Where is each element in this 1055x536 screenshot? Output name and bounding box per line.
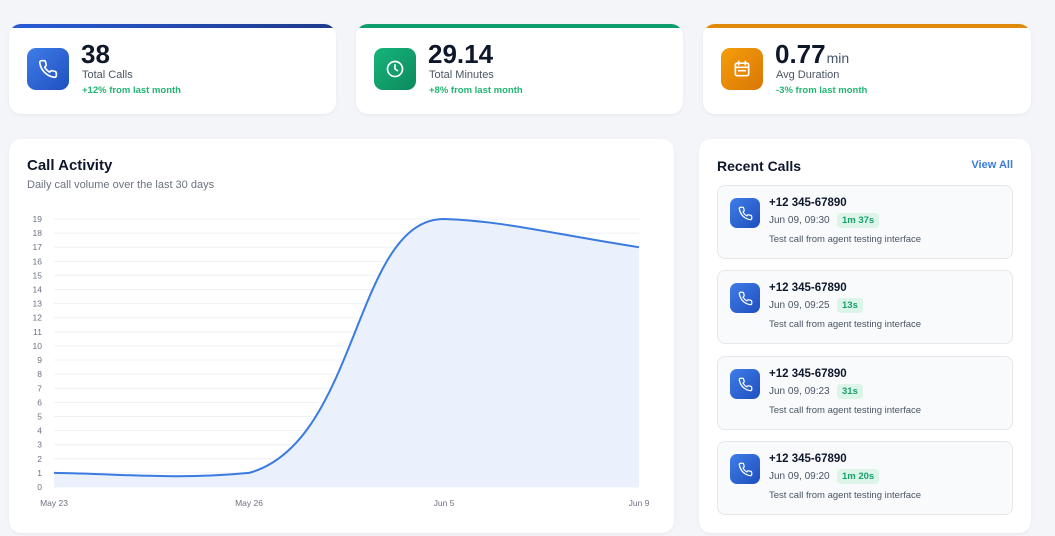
x-tick-label: Jun 5 xyxy=(434,498,455,508)
phone-icon xyxy=(27,48,69,90)
call-number: +12 345-67890 xyxy=(769,453,847,465)
call-number: +12 345-67890 xyxy=(769,197,847,209)
stat-value: 38 xyxy=(81,39,110,69)
card-accent-bar xyxy=(356,24,683,28)
stat-label: Avg Duration xyxy=(776,69,840,81)
stat-label: Total Minutes xyxy=(429,69,494,81)
call-duration-badge: 31s xyxy=(837,384,863,399)
y-tick-label: 10 xyxy=(33,341,43,351)
chart-title: Call Activity xyxy=(27,157,113,174)
x-tick-label: May 26 xyxy=(235,498,263,508)
y-tick-label: 17 xyxy=(33,242,43,252)
y-tick-label: 2 xyxy=(37,454,42,464)
y-tick-label: 5 xyxy=(37,411,42,421)
phone-icon xyxy=(730,283,760,313)
call-duration-badge: 13s xyxy=(837,298,863,313)
stat-change: -3% from last month xyxy=(776,85,868,96)
call-time: Jun 09, 09:30 xyxy=(769,215,830,226)
call-time: Jun 09, 09:25 xyxy=(769,300,830,311)
stat-card-total-calls: 38 Total Calls +12% from last month xyxy=(9,24,336,114)
y-tick-label: 15 xyxy=(33,270,43,280)
call-number: +12 345-67890 xyxy=(769,282,847,294)
x-tick-label: May 23 xyxy=(40,498,68,508)
y-tick-label: 6 xyxy=(37,397,42,407)
y-tick-label: 4 xyxy=(37,426,42,436)
area-fill xyxy=(54,219,639,487)
y-tick-label: 0 xyxy=(37,482,42,492)
call-activity-panel: Call Activity Daily call volume over the… xyxy=(9,139,674,533)
stat-card-total-minutes: 29.14 Total Minutes +8% from last month xyxy=(356,24,683,114)
phone-icon xyxy=(730,198,760,228)
recent-calls-title: Recent Calls xyxy=(717,158,802,174)
x-tick-label: Jun 9 xyxy=(629,498,650,508)
call-duration-badge: 1m 37s xyxy=(837,213,880,228)
card-accent-bar xyxy=(9,24,336,28)
y-tick-label: 8 xyxy=(37,369,42,379)
call-note: Test call from agent testing interface xyxy=(769,490,922,501)
view-all-link[interactable]: View All xyxy=(971,159,1013,171)
stat-label: Total Calls xyxy=(82,69,133,81)
y-tick-label: 13 xyxy=(33,299,43,309)
call-note: Test call from agent testing interface xyxy=(769,405,922,416)
phone-icon xyxy=(730,369,760,399)
clock-icon xyxy=(374,48,416,90)
call-list-item[interactable]: +12 345-67890 Jun 09, 09:23 31s Test cal… xyxy=(717,356,1013,430)
card-accent-bar xyxy=(703,24,1031,28)
y-tick-label: 7 xyxy=(37,383,42,393)
stat-value: 0.77min xyxy=(775,39,850,69)
chart-subtitle: Daily call volume over the last 30 days xyxy=(27,179,215,191)
call-list-item[interactable]: +12 345-67890 Jun 09, 09:25 13s Test cal… xyxy=(717,270,1013,344)
y-tick-label: 3 xyxy=(37,440,42,450)
stat-card-avg-duration: 0.77min Avg Duration -3% from last month xyxy=(703,24,1031,114)
call-note: Test call from agent testing interface xyxy=(769,319,922,330)
call-number: +12 345-67890 xyxy=(769,368,847,380)
y-tick-label: 18 xyxy=(33,228,43,238)
recent-calls-panel: Recent Calls View All +12 345-67890 Jun … xyxy=(699,139,1031,533)
stat-change: +8% from last month xyxy=(429,85,523,96)
y-tick-label: 9 xyxy=(37,355,42,365)
y-tick-label: 11 xyxy=(33,327,42,337)
y-tick-label: 12 xyxy=(33,313,43,323)
call-list-item[interactable]: +12 345-67890 Jun 09, 09:30 1m 37s Test … xyxy=(717,185,1013,259)
call-note: Test call from agent testing interface xyxy=(769,234,922,245)
stat-value: 29.14 xyxy=(428,39,494,69)
series-line xyxy=(53,217,640,478)
y-tick-label: 16 xyxy=(33,256,43,266)
call-duration-badge: 1m 20s xyxy=(837,469,880,484)
phone-icon xyxy=(730,454,760,484)
calendar-icon xyxy=(721,48,763,90)
y-tick-label: 19 xyxy=(33,214,43,224)
stat-change: +12% from last month xyxy=(82,85,181,96)
y-tick-label: 1 xyxy=(37,468,42,478)
call-list-item[interactable]: +12 345-67890 Jun 09, 09:20 1m 20s Test … xyxy=(717,441,1013,515)
call-time: Jun 09, 09:23 xyxy=(769,386,830,397)
y-tick-label: 14 xyxy=(33,285,43,295)
call-time: Jun 09, 09:20 xyxy=(769,471,830,482)
